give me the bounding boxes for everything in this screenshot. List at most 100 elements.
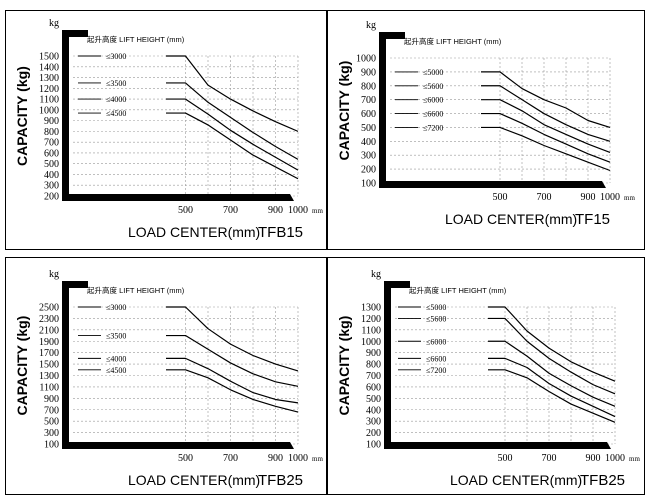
series-label: ≤3000 — [106, 303, 126, 312]
series-line — [488, 369, 616, 423]
y-tick-label: 1000 — [356, 54, 376, 65]
x-axis-label: LOAD CENTER(mm) — [450, 472, 582, 488]
series-line — [166, 369, 299, 413]
y-tick-label: 1100 — [39, 95, 59, 106]
lift-height-label: 起升高度 LIFT HEIGHT (mm) — [404, 36, 502, 46]
model-label: TF15 — [575, 211, 610, 228]
model-label: TFB25 — [580, 472, 625, 489]
y-tick-label: 1900 — [39, 337, 59, 348]
y-tick-label: 900 — [44, 116, 59, 127]
mast-bar — [384, 281, 410, 288]
y-tick-label: 100 — [366, 440, 381, 451]
y-tick-label: 300 — [361, 151, 376, 162]
x-unit-label: mm — [629, 455, 640, 463]
chart-panel-tfb15: 200 300 400 500 600 700 800 900 1000 1100 1200 1300… — [5, 10, 327, 250]
x-tick-label: 1000 — [288, 453, 308, 464]
y-tick-label: 800 — [361, 81, 376, 92]
series-label: ≤5000 — [426, 303, 446, 312]
series-label: ≤4500 — [106, 366, 126, 375]
series-label: ≤6000 — [423, 96, 443, 105]
x-tick-label: 500 — [178, 453, 193, 464]
y-tick-label: 500 — [44, 159, 59, 170]
series-label: ≤6000 — [426, 337, 446, 346]
chart-svg: 1003005007009001100130015001700190021002… — [14, 269, 323, 489]
lift-height-label: 起升高度 LIFT HEIGHT (mm) — [87, 34, 185, 44]
series-line — [166, 82, 299, 160]
y-tick-label: 200 — [361, 165, 376, 176]
x-unit-label: mm — [624, 194, 635, 202]
y-axis-label: CAPACITY (kg) — [336, 61, 352, 161]
y-tick-label: 100 — [361, 179, 376, 190]
x-tick-label: 1000 — [605, 453, 625, 464]
y-tick-label: 1500 — [39, 360, 59, 371]
x-axis-label: LOAD CENTER(mm) — [128, 472, 260, 488]
y-unit-label: kg — [49, 269, 59, 280]
series-line — [488, 357, 616, 418]
series-line — [481, 71, 611, 129]
series-label: ≤3500 — [106, 79, 126, 88]
x-tick-label: 900 — [581, 192, 596, 203]
y-tick-label: 1000 — [39, 105, 59, 116]
y-tick-label: 700 — [44, 138, 59, 149]
x-axis-label: LOAD CENTER(mm) — [445, 211, 577, 227]
series-line — [166, 55, 299, 132]
y-tick-label: 200 — [44, 192, 59, 203]
y-tick-label: 900 — [366, 348, 381, 359]
y-tick-label: 100 — [44, 440, 59, 451]
y-unit-label: kg — [49, 18, 59, 29]
y-tick-label: 200 — [366, 428, 381, 439]
series-line — [488, 317, 616, 395]
series-line — [166, 112, 299, 180]
series-line — [166, 357, 299, 404]
y-tick-label: 300 — [44, 428, 59, 439]
series-line — [488, 306, 616, 382]
y-tick-label: 1500 — [39, 52, 59, 63]
y-unit-label: kg — [366, 20, 376, 31]
chart-svg: 100 200 300 400 500 600 700 800 900 1000 kg 起升高度 LI… — [336, 20, 635, 228]
y-tick-label: 600 — [44, 148, 59, 159]
x-tick-label: 500 — [178, 205, 193, 216]
series-label: ≤6600 — [423, 110, 443, 119]
x-tick-label: 1000 — [288, 205, 308, 216]
y-tick-label: 2500 — [39, 303, 59, 314]
y-tick-label: 600 — [361, 109, 376, 120]
series-line — [166, 334, 299, 387]
mast-bar — [62, 30, 88, 37]
series-label: ≤7200 — [423, 123, 443, 132]
y-tick-label: 900 — [44, 394, 59, 405]
y-tick-label: 700 — [361, 95, 376, 106]
series-line — [481, 99, 611, 154]
y-unit-label: kg — [371, 269, 381, 280]
y-tick-label: 700 — [366, 371, 381, 382]
axis-frame — [384, 287, 611, 449]
x-unit-label: mm — [312, 455, 323, 463]
series-label: ≤4500 — [106, 109, 126, 118]
series-label: ≤7200 — [426, 366, 446, 375]
axis-frame — [62, 36, 294, 201]
y-axis-label: CAPACITY (kg) — [14, 316, 30, 416]
y-tick-label: 1300 — [39, 371, 59, 382]
x-tick-label: 700 — [223, 205, 238, 216]
model-label: TFB15 — [258, 224, 303, 241]
lift-height-label: 起升高度 LIFT HEIGHT (mm) — [87, 285, 185, 295]
y-tick-label: 600 — [366, 382, 381, 393]
series-line — [166, 98, 299, 171]
y-axis-label: CAPACITY (kg) — [14, 66, 30, 166]
series-label: ≤3000 — [106, 52, 126, 61]
x-tick-label: 900 — [268, 453, 283, 464]
series-line — [166, 306, 299, 372]
model-label: TFB25 — [258, 472, 303, 489]
y-tick-label: 1700 — [39, 348, 59, 359]
x-tick-label: 700 — [223, 453, 238, 464]
y-tick-label: 400 — [361, 137, 376, 148]
x-tick-label: 1000 — [600, 192, 620, 203]
series-label: ≤4000 — [106, 95, 126, 104]
y-tick-label: 700 — [44, 405, 59, 416]
y-tick-label: 1300 — [361, 303, 381, 314]
x-axis-label: LOAD CENTER(mm) — [128, 224, 260, 240]
x-tick-label: 900 — [268, 205, 283, 216]
y-axis-label: CAPACITY (kg) — [336, 316, 352, 416]
x-tick-label: 500 — [493, 192, 508, 203]
y-tick-label: 1300 — [39, 73, 59, 84]
series-label: ≤3500 — [106, 332, 126, 341]
